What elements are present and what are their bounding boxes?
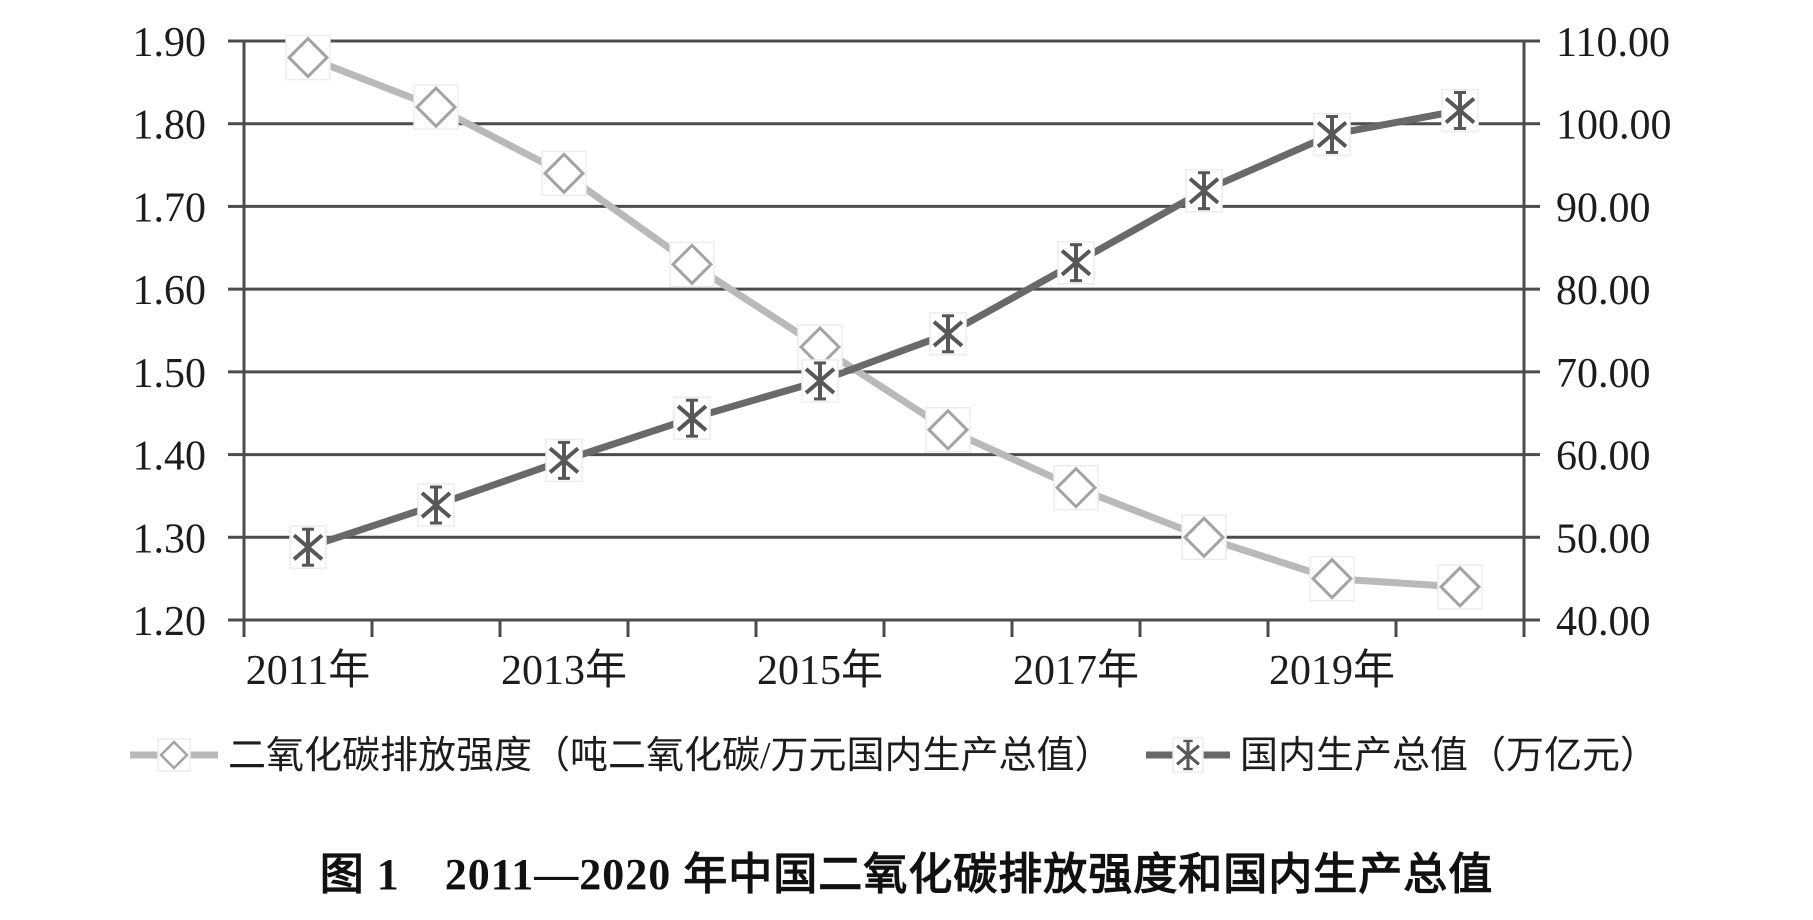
asterisk-marker-icon	[420, 485, 452, 525]
y-axis-left-tick-label: 1.20	[133, 599, 207, 645]
asterisk-marker-icon	[292, 527, 324, 567]
y-axis-right-tick-label: 100.00	[1556, 103, 1672, 149]
asterisk-marker-icon	[932, 314, 964, 354]
x-axis-tick-label: 2017年	[1013, 647, 1139, 694]
y-axis-right-tick-label: 80.00	[1556, 268, 1651, 314]
asterisk-stroke	[1316, 120, 1348, 148]
diamond-marker-icon	[1310, 557, 1354, 600]
asterisk-stroke	[1060, 249, 1092, 277]
y-axis-right-tick-label: 70.00	[1556, 351, 1651, 397]
x-axis-tick-label: 2013年	[501, 647, 627, 694]
y-axis-left-tick-label: 1.60	[133, 268, 207, 314]
asterisk-marker-icon	[1060, 243, 1092, 283]
asterisk-marker-icon	[804, 361, 836, 401]
y-axis-left-tick-label: 1.40	[133, 434, 207, 480]
asterisk-marker-icon	[1176, 739, 1200, 771]
asterisk-stroke	[548, 446, 580, 474]
x-axis-tick-label: 2019年	[1269, 647, 1395, 694]
asterisk-marker-icon	[1316, 114, 1348, 154]
y-axis-right-tick-label: 60.00	[1556, 434, 1651, 480]
diamond-marker-icon	[159, 740, 189, 770]
asterisk-stroke	[804, 367, 836, 395]
y-axis-right-tick-label: 110.00	[1556, 20, 1670, 66]
y-axis-right-tick-label: 90.00	[1556, 185, 1651, 231]
diamond-marker-icon	[670, 243, 714, 286]
y-axis-left-tick-label: 1.70	[133, 185, 207, 231]
asterisk-stroke	[1188, 177, 1220, 205]
diamond-marker-icon	[926, 408, 970, 451]
asterisk-stroke	[420, 491, 452, 519]
diamond-marker-icon	[542, 152, 586, 195]
legend-label-gdp: 国内生产总值（万亿元）	[1240, 735, 1658, 777]
y-axis-left-tick-label: 1.50	[133, 351, 207, 397]
dual-axis-line-chart: 1.90 1.80 1.70 1.60 1.50 1.40 1.30 1.20 110.00 10…	[130, 20, 1672, 777]
diamond-marker-icon	[1182, 516, 1226, 559]
y-axis-left-tick-label: 1.80	[133, 103, 207, 149]
figure-caption: 图 1 2011—2020 年中国二氧化碳排放强度和国内生产总值	[319, 850, 1494, 899]
x-axis-tick-label: 2011年	[246, 647, 370, 694]
x-axis-tick-label: 2015年	[757, 647, 883, 694]
asterisk-stroke	[1176, 744, 1200, 766]
asterisk-stroke	[676, 404, 708, 432]
asterisk-stroke	[1444, 96, 1476, 124]
asterisk-marker-icon	[1188, 171, 1220, 211]
legend-label-co2-intensity: 二氧化碳排放强度（吨二氧化碳/万元国内生产总值）	[228, 735, 1113, 777]
diamond-marker-icon	[414, 86, 458, 129]
y-axis-left-tick-label: 1.30	[133, 516, 207, 562]
asterisk-stroke	[932, 320, 964, 348]
diamond-marker-icon	[1054, 466, 1098, 509]
y-axis-left-tick-label: 1.90	[133, 20, 207, 66]
diamond-marker-icon	[286, 36, 330, 79]
diamond-marker-icon	[1438, 565, 1482, 609]
y-axis-right-tick-label: 50.00	[1556, 516, 1651, 562]
co2-intensity-line	[304, 54, 1464, 591]
y-axis-right-tick-label: 40.00	[1556, 599, 1651, 645]
asterisk-marker-icon	[1444, 90, 1476, 130]
asterisk-marker-icon	[548, 440, 580, 480]
asterisk-stroke	[292, 533, 324, 561]
asterisk-marker-icon	[676, 398, 708, 438]
gdp-line	[304, 106, 1464, 551]
